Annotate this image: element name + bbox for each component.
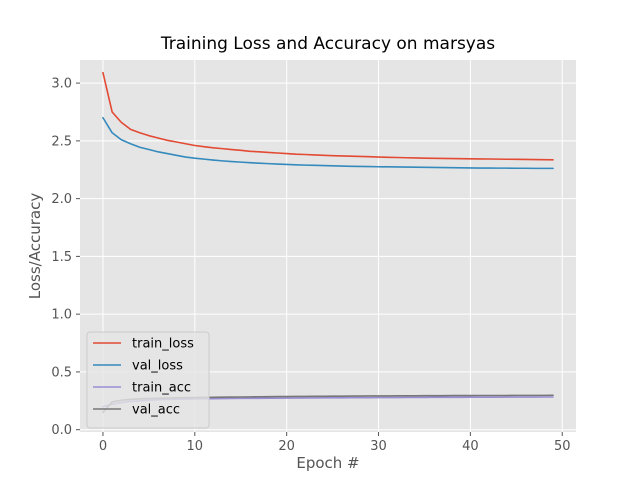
x-tick-label: 40 xyxy=(462,439,479,454)
legend-label-val-acc: val_acc xyxy=(132,403,180,418)
x-axis-label: Epoch # xyxy=(296,454,359,472)
legend-box xyxy=(86,331,210,429)
x-tick-label: 0 xyxy=(99,439,107,454)
x-tick-label: 30 xyxy=(370,439,387,454)
y-tick-label: 0.5 xyxy=(51,365,72,380)
axis-ticks: 0 10 20 30 40 50 0.0 0.5 1.0 1.5 2.0 2.5 3.0 xyxy=(51,77,570,454)
y-tick-label: 1.5 xyxy=(51,250,72,265)
legend-label-val-loss: val_loss xyxy=(132,359,183,374)
legend: train_loss val_loss train_acc val_acc xyxy=(86,331,210,429)
y-tick-label: 2.5 xyxy=(51,134,72,149)
chart-title: Training Loss and Accuracy on marsyas xyxy=(160,34,495,54)
series-line-train-loss xyxy=(102,71,554,161)
y-tick-label: 3.0 xyxy=(51,77,72,92)
y-axis-label: Loss/Accuracy xyxy=(26,193,44,300)
legend-label-train-acc: train_acc xyxy=(132,381,191,396)
x-tick-label: 10 xyxy=(187,439,204,454)
y-tick-label: 2.0 xyxy=(51,192,72,207)
x-tick-label: 20 xyxy=(278,439,295,454)
y-tick-label: 0.0 xyxy=(51,423,72,438)
legend-label-train-loss: train_loss xyxy=(132,337,194,352)
x-tick-label: 50 xyxy=(554,439,571,454)
series-line-val-loss xyxy=(102,116,554,170)
y-tick-label: 1.0 xyxy=(51,308,72,323)
